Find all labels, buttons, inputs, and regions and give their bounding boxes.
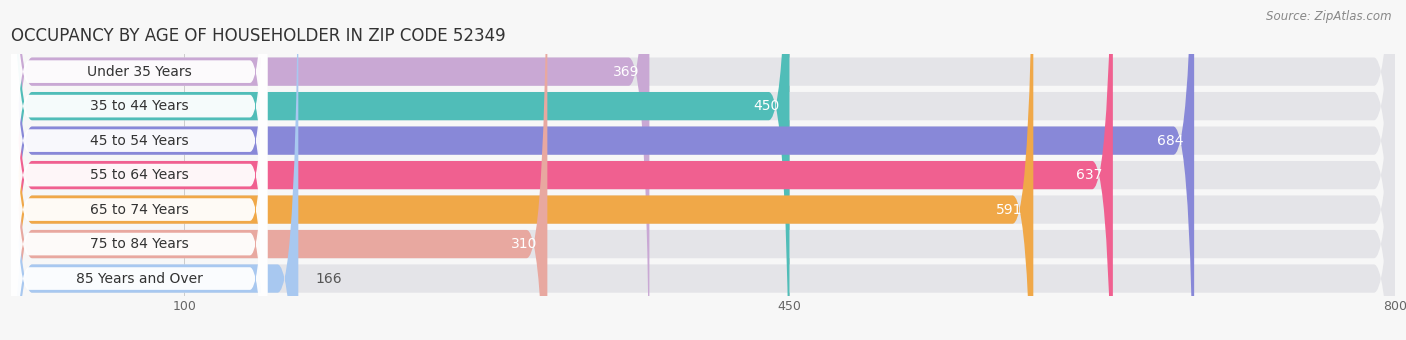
FancyBboxPatch shape bbox=[11, 0, 547, 340]
FancyBboxPatch shape bbox=[11, 0, 267, 340]
Text: 684: 684 bbox=[1157, 134, 1184, 148]
Text: OCCUPANCY BY AGE OF HOUSEHOLDER IN ZIP CODE 52349: OCCUPANCY BY AGE OF HOUSEHOLDER IN ZIP C… bbox=[11, 27, 506, 45]
Text: 166: 166 bbox=[315, 272, 342, 286]
FancyBboxPatch shape bbox=[11, 0, 1395, 340]
Text: 75 to 84 Years: 75 to 84 Years bbox=[90, 237, 188, 251]
FancyBboxPatch shape bbox=[11, 0, 1395, 340]
Text: 450: 450 bbox=[752, 99, 779, 113]
Text: 85 Years and Over: 85 Years and Over bbox=[76, 272, 202, 286]
Text: 45 to 54 Years: 45 to 54 Years bbox=[90, 134, 188, 148]
Text: 35 to 44 Years: 35 to 44 Years bbox=[90, 99, 188, 113]
Text: 637: 637 bbox=[1076, 168, 1102, 182]
Text: 65 to 74 Years: 65 to 74 Years bbox=[90, 203, 188, 217]
FancyBboxPatch shape bbox=[11, 0, 267, 340]
FancyBboxPatch shape bbox=[11, 0, 267, 340]
FancyBboxPatch shape bbox=[11, 0, 1395, 340]
FancyBboxPatch shape bbox=[11, 0, 1395, 340]
FancyBboxPatch shape bbox=[11, 0, 1114, 340]
FancyBboxPatch shape bbox=[11, 0, 1395, 340]
FancyBboxPatch shape bbox=[11, 0, 650, 340]
FancyBboxPatch shape bbox=[11, 0, 267, 340]
FancyBboxPatch shape bbox=[11, 0, 267, 340]
Text: 369: 369 bbox=[613, 65, 638, 79]
Text: Under 35 Years: Under 35 Years bbox=[87, 65, 191, 79]
FancyBboxPatch shape bbox=[11, 0, 1395, 340]
FancyBboxPatch shape bbox=[11, 0, 298, 340]
FancyBboxPatch shape bbox=[11, 0, 1033, 340]
Text: 55 to 64 Years: 55 to 64 Years bbox=[90, 168, 188, 182]
FancyBboxPatch shape bbox=[11, 0, 1194, 340]
Text: 310: 310 bbox=[510, 237, 537, 251]
Text: Source: ZipAtlas.com: Source: ZipAtlas.com bbox=[1267, 10, 1392, 23]
FancyBboxPatch shape bbox=[11, 0, 267, 340]
FancyBboxPatch shape bbox=[11, 0, 1395, 340]
FancyBboxPatch shape bbox=[11, 0, 790, 340]
Text: 591: 591 bbox=[997, 203, 1024, 217]
FancyBboxPatch shape bbox=[11, 0, 267, 340]
